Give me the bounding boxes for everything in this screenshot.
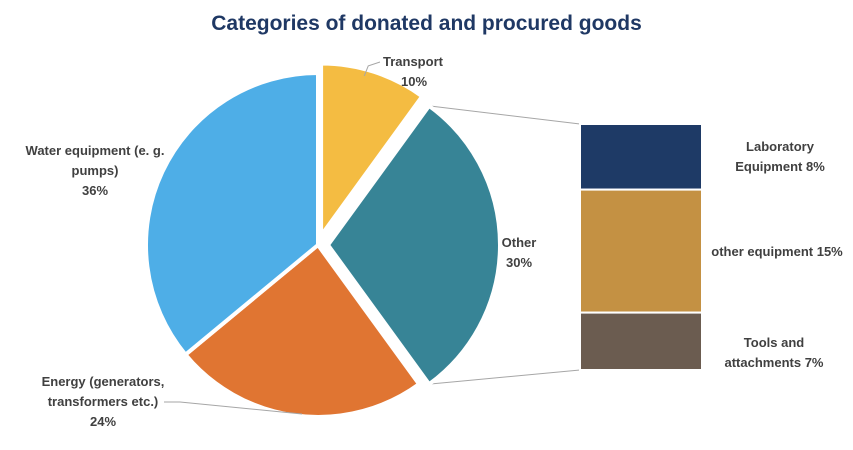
- stacked-bar: [579, 123, 703, 372]
- pie-label-other-pct: 30%: [505, 255, 533, 270]
- chart-title: Categories of donated and procured goods: [211, 12, 642, 35]
- pie-label-water: Water equipment (e. g. pumps) 36%: [4, 141, 186, 201]
- pie-label-energy: Energy (generators, transformers etc.) 2…: [18, 372, 188, 432]
- pie-label-water-line1: Water equipment (e. g.: [25, 143, 165, 158]
- connector-line-top: [429, 105, 581, 125]
- pie-label-water-line2: pumps): [71, 163, 119, 178]
- connector-line-bottom: [429, 369, 581, 385]
- bar-segment-laboratory-equipment: [579, 123, 703, 191]
- pie-label-energy-pct: 24%: [89, 414, 117, 429]
- pie-label-energy-line2: transformers etc.): [47, 394, 159, 409]
- pie-label-transport-name: Transport: [383, 54, 443, 69]
- pie-label-transport: Transport 10%: [383, 52, 443, 92]
- pie-label-other: Other 30%: [497, 233, 541, 273]
- pie-label-energy-line1: Energy (generators,: [41, 374, 165, 389]
- leader-lines: [164, 61, 381, 415]
- pie-slice-transport: [319, 61, 425, 242]
- pie-slice-water-equipment-e-g-pumps: [144, 70, 320, 358]
- connector-lines: [429, 105, 581, 385]
- bar-label-laboratory-line2: Equipment 8%: [735, 159, 825, 174]
- pie-label-other-name: Other: [501, 235, 537, 250]
- bar-label-other-equipment-line1: other equipment 15%: [711, 244, 843, 259]
- bar-segment-other-equipment: [579, 188, 703, 314]
- pie-slices: [144, 61, 502, 419]
- pie-label-transport-pct: 10%: [401, 74, 428, 89]
- bar-label-tools-line2: attachments 7%: [724, 355, 824, 370]
- bar-segment-tools-and-attachments: [579, 311, 703, 372]
- bar-label-tools: Tools and attachments 7%: [706, 333, 842, 373]
- bar-label-laboratory-line1: Laboratory: [746, 139, 814, 154]
- pie-label-water-pct: 36%: [81, 183, 109, 198]
- pie-slice-energy-generators-transformers-etc: [182, 242, 422, 419]
- bar-label-tools-line1: Tools and: [743, 335, 805, 350]
- leader-line-energy: [164, 401, 303, 415]
- pie-slice-other: [325, 103, 502, 387]
- bar-label-laboratory: Laboratory Equipment 8%: [712, 137, 848, 177]
- leader-line-transport: [363, 61, 381, 77]
- bar-label-other-equipment: other equipment 15%: [702, 242, 852, 262]
